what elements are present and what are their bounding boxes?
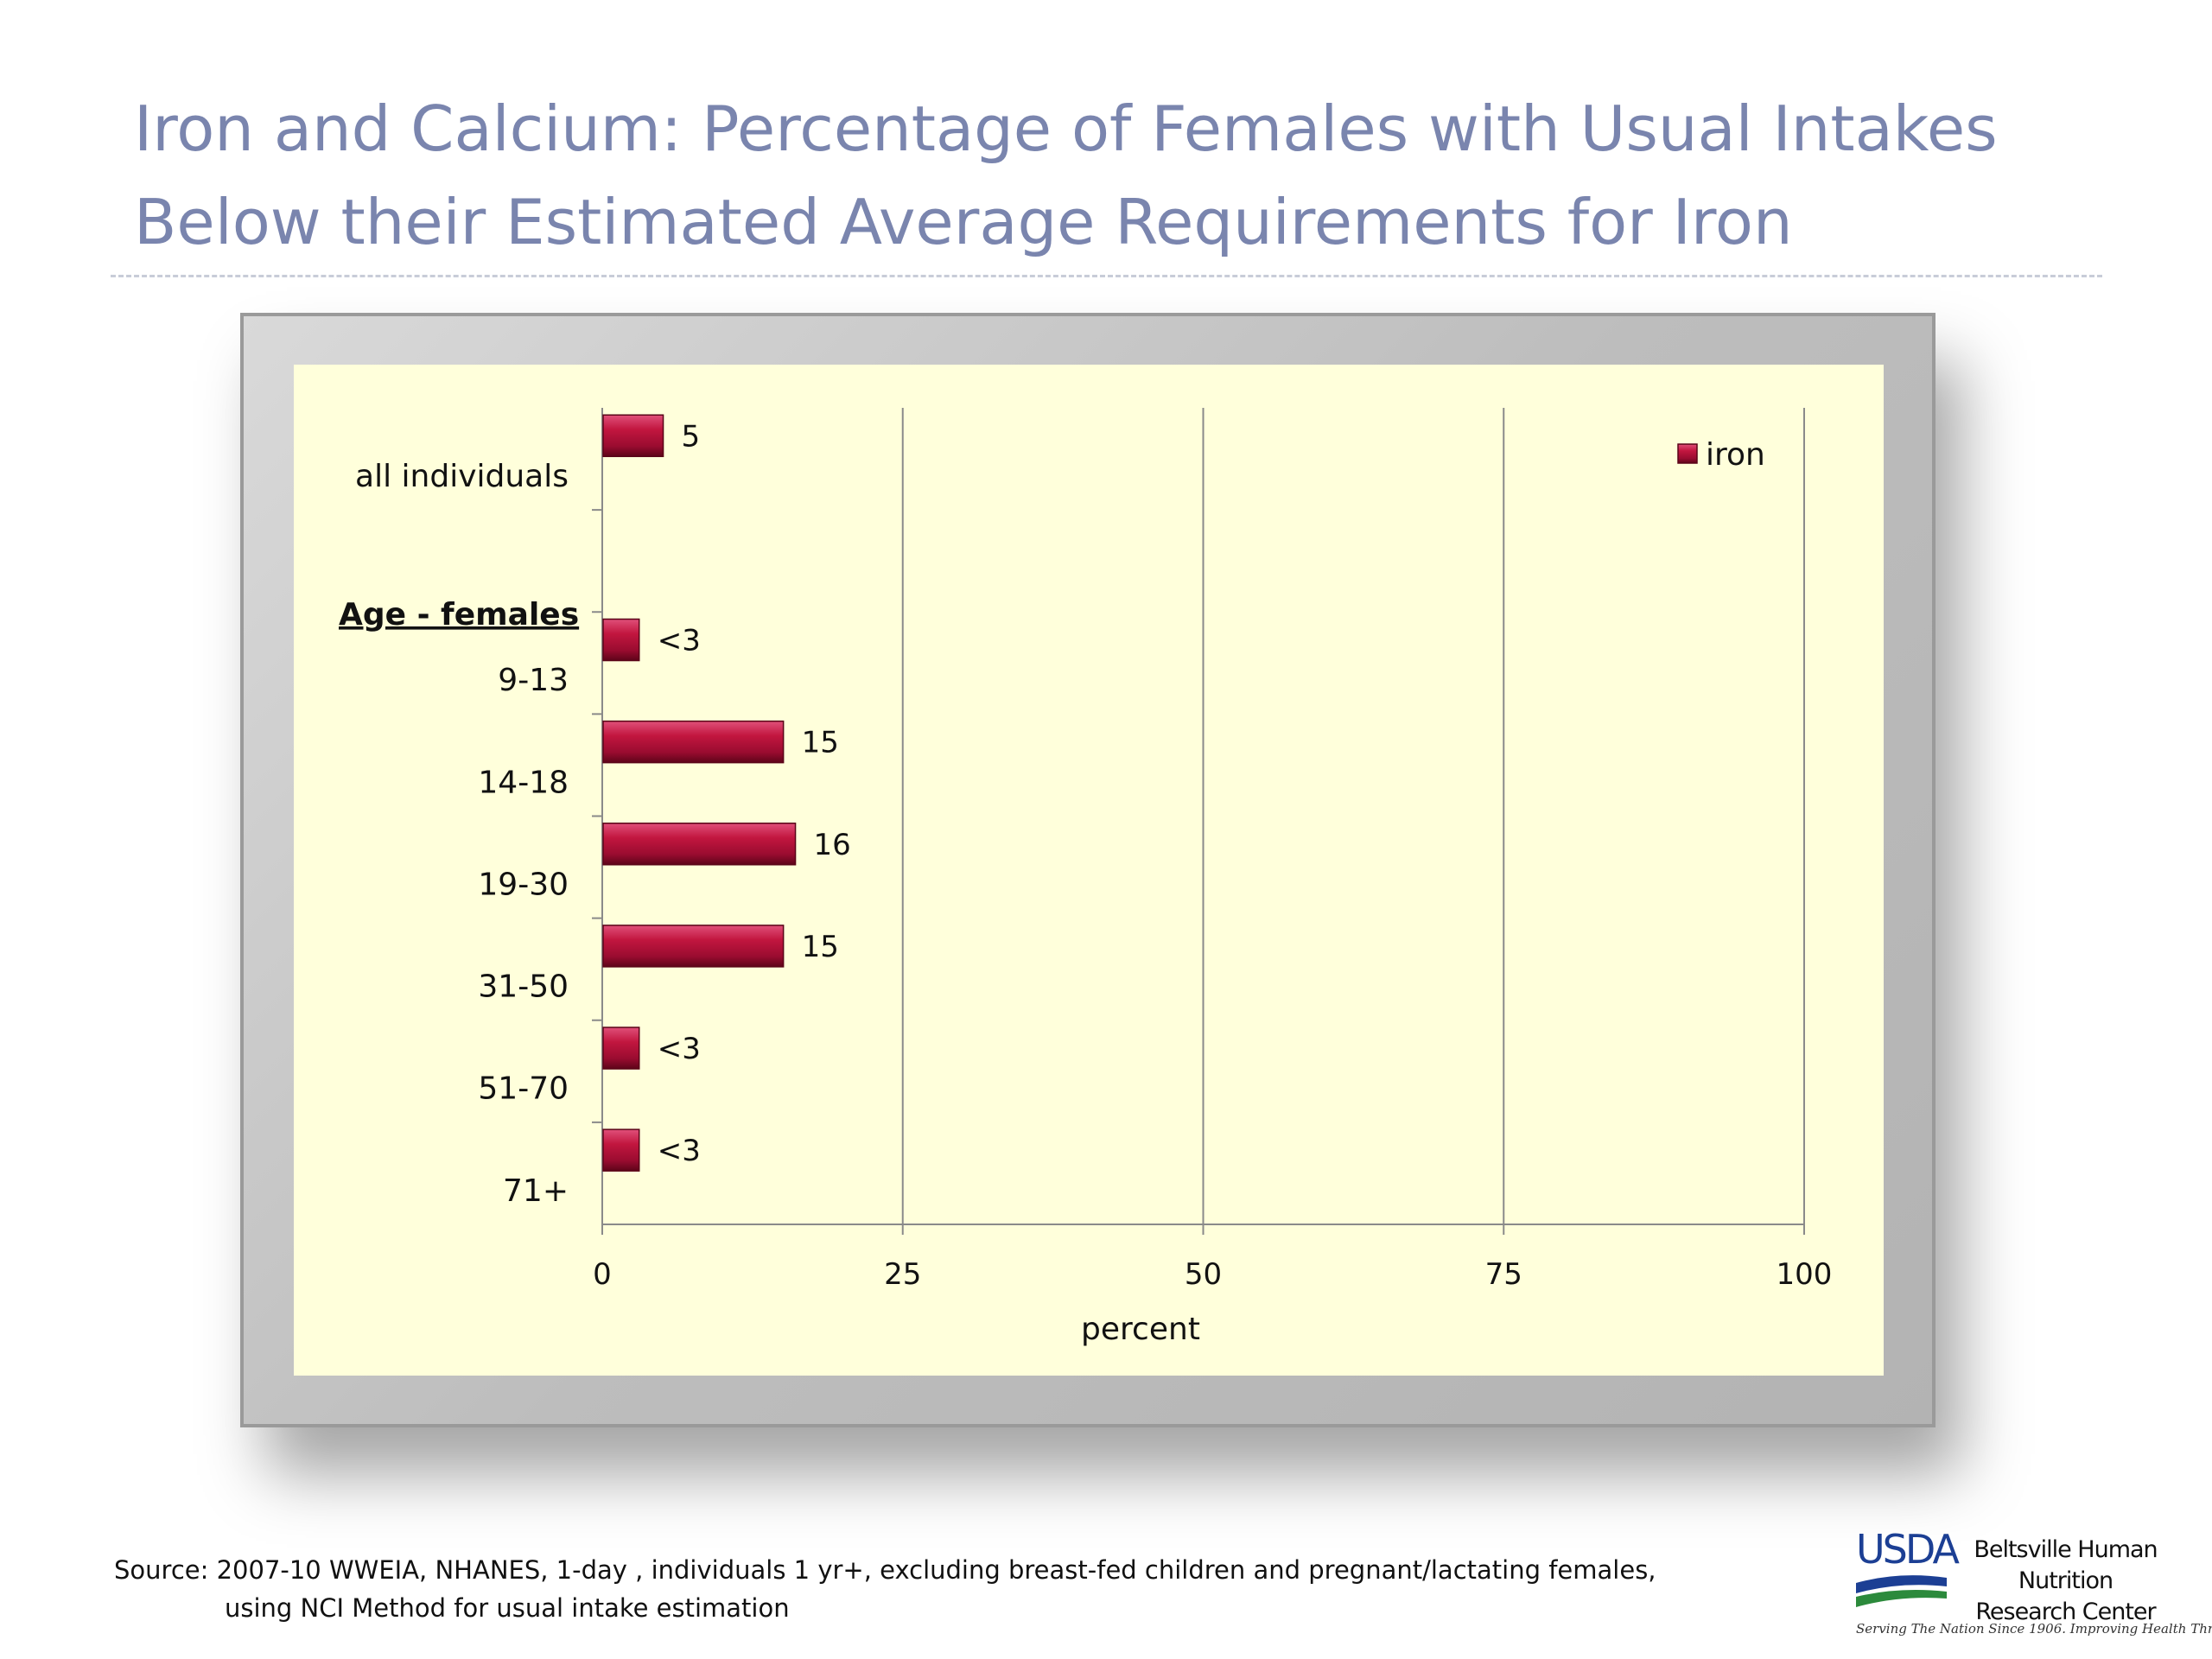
- y-category-label: 31-50: [478, 969, 569, 1005]
- usda-wordmark: USDA: [1856, 1526, 1960, 1573]
- y-category-label: 9-13: [498, 663, 569, 698]
- slide-title: Iron and Calcium: Percentage of Females …: [134, 82, 2121, 269]
- x-tick-label: 25: [884, 1257, 921, 1292]
- source-note: Source: 2007-10 WWEIA, NHANES, 1-day , i…: [114, 1551, 1756, 1627]
- y-category-label: 14-18: [478, 765, 569, 800]
- usda-logo: USDA: [1856, 1526, 1960, 1610]
- title-divider: [111, 275, 2102, 277]
- bhnrc-tagline: Serving The Nation Since 1906. Improving…: [1856, 1621, 2212, 1637]
- bar-19-30: [602, 823, 797, 866]
- y-category-label: 71+: [503, 1173, 569, 1209]
- data-label: <3: [658, 624, 701, 658]
- data-label: 15: [802, 726, 839, 760]
- bhnrc-logo: USDA Beltsville Human Nutrition Research…: [1856, 1526, 2212, 1640]
- x-tick-label: 0: [593, 1257, 612, 1292]
- legend-swatch: [1677, 443, 1698, 464]
- axes: [592, 408, 1805, 1235]
- legend: iron: [1677, 437, 1765, 473]
- source-line-2: using NCI Method for usual intake estima…: [225, 1593, 790, 1623]
- data-label: 16: [814, 828, 851, 862]
- y-category-label: 19-30: [478, 867, 569, 902]
- source-line-1: Source: 2007-10 WWEIA, NHANES, 1-day , i…: [114, 1555, 1656, 1585]
- x-tick-label: 100: [1777, 1257, 1833, 1292]
- bhnrc-name: Beltsville Human Nutrition Research Cent…: [1955, 1535, 2176, 1628]
- bhnrc-line-2: Research Center: [1975, 1599, 2156, 1625]
- bar-14-18: [602, 720, 785, 764]
- data-label: 15: [802, 930, 839, 964]
- x-tick-label: 75: [1485, 1257, 1522, 1292]
- age-group-header: Age - females: [339, 597, 579, 632]
- x-tick-label: 50: [1185, 1257, 1222, 1292]
- title-line-2: Below their Estimated Average Requiremen…: [134, 186, 1793, 258]
- labels: 0 25 50 75 100 percent 5 all individuals <3 9-13 1…: [339, 419, 1832, 1347]
- data-label: <3: [658, 1032, 701, 1066]
- gridlines: [901, 408, 1805, 1224]
- y-category-label: all individuals: [355, 459, 569, 494]
- legend-label: iron: [1706, 437, 1765, 473]
- data-label: 5: [682, 419, 701, 454]
- usda-swoosh-icon: [1856, 1575, 1947, 1607]
- bar-51-70: [602, 1027, 640, 1070]
- bar-9-13: [602, 618, 640, 662]
- y-category-label: 51-70: [478, 1071, 569, 1107]
- bar-all-individuals: [602, 414, 664, 458]
- bars: [602, 414, 797, 1172]
- bar-71-: [602, 1128, 640, 1172]
- chart-background: [294, 365, 1884, 1376]
- title-line-1: Iron and Calcium: Percentage of Females …: [134, 92, 1998, 165]
- bar-31-50: [602, 925, 785, 968]
- x-axis-label: percent: [1081, 1312, 1200, 1347]
- bhnrc-line-1: Beltsville Human Nutrition: [1974, 1536, 2158, 1594]
- data-label: <3: [658, 1134, 701, 1168]
